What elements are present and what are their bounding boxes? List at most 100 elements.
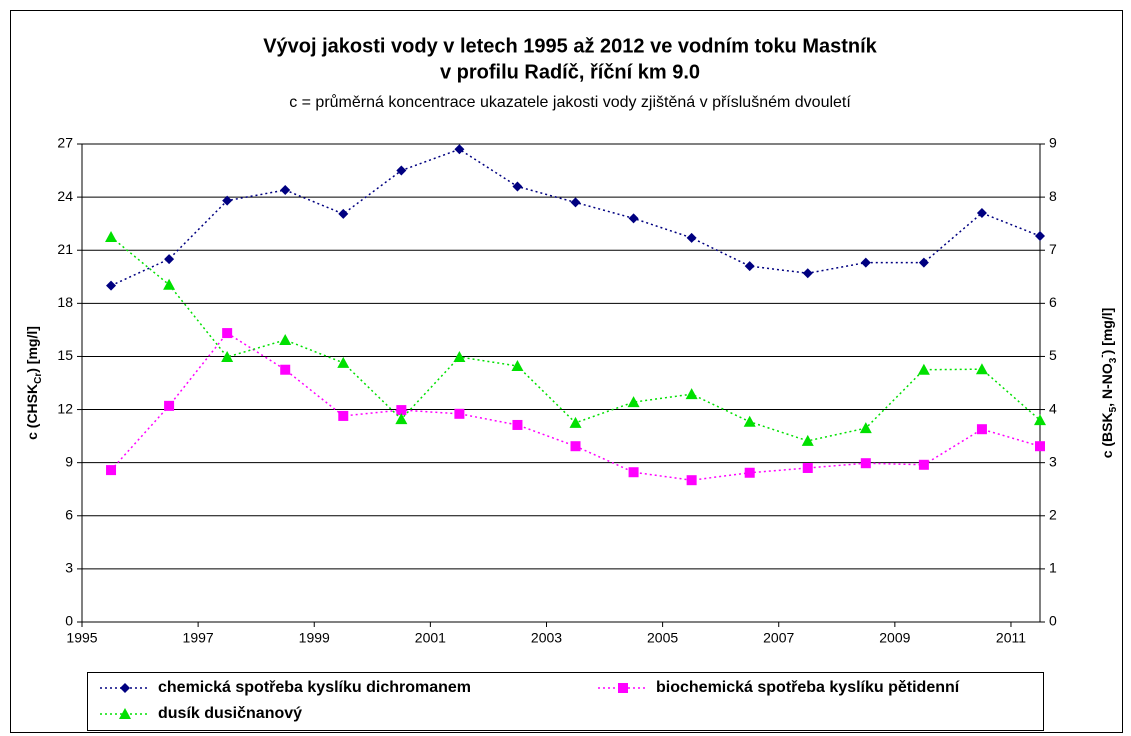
legend-label: dusík dusičnanový — [158, 705, 302, 722]
x-tick-label: 2009 — [879, 630, 910, 646]
plot-area — [81, 143, 1041, 623]
marker — [512, 181, 523, 192]
legend-box — [87, 672, 1044, 731]
chart-title: v profilu Radíč, říční km 9.0 — [440, 61, 700, 83]
marker — [1035, 441, 1045, 452]
y2-tick-label: 9 — [1049, 135, 1057, 151]
marker — [686, 232, 697, 243]
y-tick-label: 0 — [65, 613, 73, 629]
marker — [1034, 414, 1046, 426]
marker — [280, 364, 291, 375]
y-tick-label: 24 — [57, 188, 73, 204]
marker — [396, 165, 407, 176]
marker — [279, 333, 292, 345]
y-tick-label: 3 — [65, 560, 73, 576]
y-tick-label: 12 — [57, 400, 73, 416]
y-axis-label-part: ) [mg/l] — [24, 326, 40, 373]
x-tick-label: 2007 — [763, 630, 794, 646]
y2-tick-label: 4 — [1049, 400, 1057, 416]
marker — [744, 467, 755, 478]
marker — [511, 360, 524, 372]
marker — [222, 328, 233, 339]
y2-tick-label: 8 — [1049, 188, 1057, 204]
y-axis-label: c (CHSKCr) [mg/l] — [24, 326, 44, 440]
y2-axis-label-part: ) [mg/l] — [1099, 308, 1115, 355]
marker — [569, 416, 582, 428]
marker — [453, 350, 466, 362]
marker — [801, 434, 814, 446]
marker — [570, 441, 581, 452]
marker — [454, 408, 465, 419]
y-tick-label: 27 — [57, 135, 73, 151]
marker — [917, 363, 930, 375]
marker — [918, 257, 929, 268]
marker — [627, 396, 640, 408]
marker — [163, 278, 176, 290]
marker — [222, 195, 233, 206]
marker — [628, 467, 639, 478]
y-axis-label-part: Cr — [33, 373, 44, 384]
chart-subtitle: c = průměrná koncentrace ukazatele jakos… — [289, 93, 851, 111]
legend-label: biochemická spotřeba kyslíku pětidenní — [656, 679, 960, 696]
y2-tick-label: 2 — [1049, 506, 1057, 522]
y-tick-label: 15 — [57, 347, 73, 363]
y2-axis-label-part: - — [1097, 354, 1108, 357]
x-tick-label: 1997 — [183, 630, 214, 646]
marker — [454, 144, 465, 155]
y2-tick-label: 6 — [1049, 294, 1057, 310]
y2-tick-label: 0 — [1049, 613, 1057, 629]
marker — [918, 459, 929, 470]
marker — [802, 462, 813, 473]
marker — [859, 422, 872, 434]
marker — [618, 683, 628, 693]
marker — [570, 197, 581, 208]
y-axis-label-part: c (CHSK — [24, 384, 40, 440]
y2-axis-label-part: 5 — [1108, 406, 1119, 412]
marker — [164, 254, 175, 265]
marker — [164, 400, 175, 411]
marker — [106, 280, 117, 291]
y2-tick-label: 7 — [1049, 241, 1057, 257]
y-tick-label: 21 — [57, 241, 73, 257]
marker — [396, 405, 407, 416]
marker — [106, 465, 117, 476]
marker — [105, 230, 118, 242]
y2-tick-label: 1 — [1049, 560, 1057, 576]
x-tick-label: 2011 — [996, 630, 1026, 646]
x-tick-label: 2003 — [531, 630, 562, 646]
y-tick-label: 9 — [65, 453, 73, 469]
chart-title: Vývoj jakosti vody v letech 1995 až 2012… — [263, 35, 877, 57]
marker — [976, 208, 987, 219]
marker — [685, 388, 698, 400]
marker — [221, 350, 234, 362]
marker — [337, 356, 350, 368]
y2-axis-label-part: 3 — [1108, 357, 1119, 363]
x-tick-label: 2001 — [415, 630, 446, 646]
marker — [802, 268, 813, 279]
marker — [743, 415, 756, 427]
marker — [120, 683, 130, 693]
y2-axis-label: c (BSK5, N-NO3-) [mg/l] — [1097, 308, 1119, 459]
y2-axis-label-part: c (BSK — [1099, 412, 1115, 458]
y2-tick-label: 5 — [1049, 347, 1057, 363]
y2-tick-label: 3 — [1049, 453, 1057, 469]
marker — [860, 458, 871, 469]
marker — [976, 424, 987, 435]
x-tick-label: 2005 — [647, 630, 678, 646]
marker — [744, 261, 755, 272]
marker — [119, 708, 131, 719]
marker — [686, 475, 697, 486]
marker — [338, 410, 349, 421]
y-tick-label: 18 — [57, 294, 73, 310]
marker — [860, 257, 871, 268]
x-tick-label: 1999 — [299, 630, 330, 646]
marker — [338, 208, 349, 219]
chart-frame — [10, 10, 1123, 733]
marker — [1035, 231, 1045, 242]
marker — [280, 185, 291, 196]
marker — [395, 413, 408, 425]
marker — [512, 419, 523, 430]
legend-label: chemická spotřeba kyslíku dichromanem — [158, 679, 471, 696]
marker — [628, 213, 639, 224]
